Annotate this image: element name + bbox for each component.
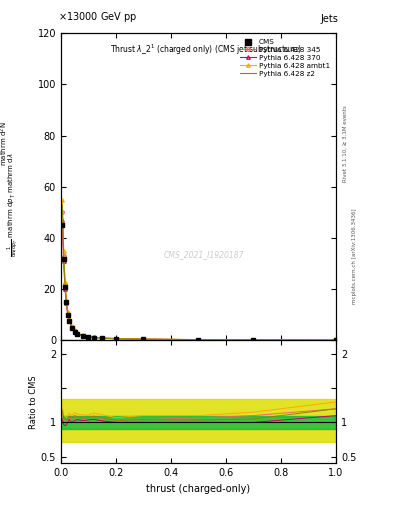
X-axis label: thrust (charged-only): thrust (charged-only) xyxy=(147,484,250,494)
Text: CMS_2021_I1920187: CMS_2021_I1920187 xyxy=(164,250,244,259)
Text: $\times$13000 GeV pp: $\times$13000 GeV pp xyxy=(58,10,138,24)
Text: Jets: Jets xyxy=(321,14,339,24)
Text: mathrm $\mathsf{d}^2$N: mathrm $\mathsf{d}^2$N xyxy=(0,121,9,165)
Legend: CMS, Pythia 6.428 345, Pythia 6.428 370, Pythia 6.428 ambt1, Pythia 6.428 z2: CMS, Pythia 6.428 345, Pythia 6.428 370,… xyxy=(237,37,332,79)
Text: $\frac{1}{\mathrm{d}N/\mathrm{d}p_T}$ mathrm d$p_T$ mathrm d$\lambda$: $\frac{1}{\mathrm{d}N/\mathrm{d}p_T}$ ma… xyxy=(6,153,22,257)
Text: Thrust $\lambda\_2^1$ (charged only) (CMS jet substructure): Thrust $\lambda\_2^1$ (charged only) (CM… xyxy=(110,42,302,57)
Text: mcplots.cern.ch [arXiv:1306.3436]: mcplots.cern.ch [arXiv:1306.3436] xyxy=(352,208,357,304)
Text: Rivet 3.1.10, ≥ 3.1M events: Rivet 3.1.10, ≥ 3.1M events xyxy=(343,105,348,182)
Y-axis label: Ratio to CMS: Ratio to CMS xyxy=(29,375,38,429)
